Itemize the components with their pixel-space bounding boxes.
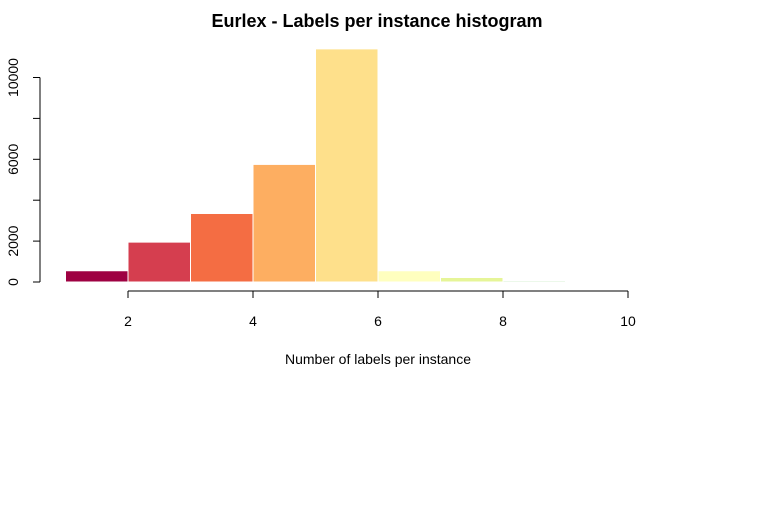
histogram-bar-2-3: [127, 241, 191, 283]
x-tick-label-10: 10: [620, 313, 636, 329]
chart-title: Eurlex - Labels per instance histogram: [211, 11, 542, 31]
histogram-bar-8-9: [502, 280, 566, 283]
y-axis: 0 2000 6000 10000: [5, 58, 41, 286]
y-tick-label-0: 0: [5, 278, 21, 286]
x-tick-label-2: 2: [124, 313, 132, 329]
histogram-bar-1-2: [65, 270, 129, 283]
histogram-bar-7-8: [440, 277, 504, 283]
histogram-bar-4-5: [252, 163, 316, 283]
y-tick-label-10000: 10000: [5, 58, 21, 97]
x-tick-label-4: 4: [249, 313, 257, 329]
y-tick-label-6000: 6000: [5, 144, 21, 175]
histogram-bar-3-4: [190, 212, 254, 283]
x-tick-label-8: 8: [499, 313, 507, 329]
x-axis: 2 4 6 8 10: [124, 290, 636, 329]
x-axis-label: Number of labels per instance: [285, 351, 471, 367]
y-tick-label-2000: 2000: [5, 225, 21, 256]
bars-group: [65, 48, 566, 283]
histogram-bar-6-7: [377, 270, 441, 283]
x-tick-label-6: 6: [374, 313, 382, 329]
histogram-bar-5-6: [315, 48, 379, 283]
